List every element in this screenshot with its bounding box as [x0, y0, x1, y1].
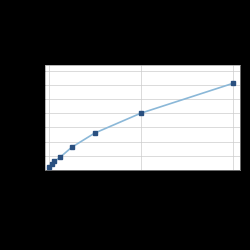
Y-axis label: OD: OD	[22, 112, 28, 123]
X-axis label: Mouse Transcription factor Sp1
Concentration (pg/ml): Mouse Transcription factor Sp1 Concentra…	[94, 182, 191, 193]
